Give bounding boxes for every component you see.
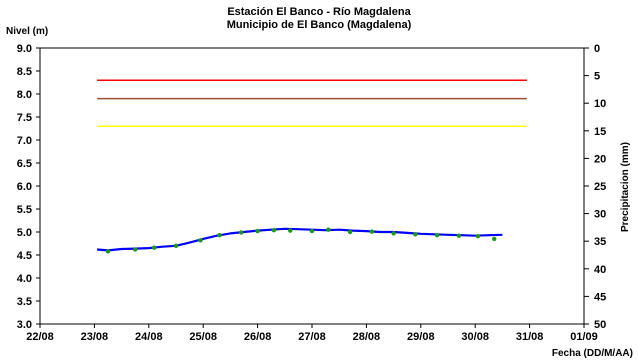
y-tick-label-1: 3.5: [17, 296, 32, 308]
level-point-2: [152, 245, 157, 250]
x-tick-label-2: 24/08: [135, 331, 163, 343]
x-tick-label-9: 31/08: [516, 331, 544, 343]
level-point-19: [492, 236, 497, 242]
x-tick-label-5: 27/08: [298, 331, 326, 343]
level-point-6: [239, 230, 244, 235]
y-tick-label-9: 7.5: [17, 112, 32, 124]
level-point-9: [288, 228, 293, 233]
y-tick-label-0: 3.0: [17, 319, 32, 331]
x-tick-label-8: 30/08: [461, 331, 489, 343]
y-axis-label: Nivel (m): [6, 26, 48, 37]
level-point-4: [198, 238, 203, 243]
y2-axis-label: Precipitacion (mm): [620, 142, 631, 232]
level-point-15: [413, 232, 418, 237]
x-tick-label-1: 23/08: [81, 331, 109, 343]
level-point-8: [271, 227, 277, 233]
y2-tick-label-10: 50: [594, 319, 606, 331]
y-tick-label-11: 8.5: [17, 66, 32, 78]
y2-tick-label-8: 40: [594, 264, 606, 276]
y2-tick-label-2: 10: [594, 98, 606, 110]
x-tick-label-4: 26/08: [244, 331, 272, 343]
chart-title: Estación El Banco - Río Magdalena: [227, 6, 411, 18]
y2-tick-label-0: 0: [594, 43, 600, 55]
level-point-18: [475, 233, 481, 239]
level-point-11: [326, 227, 331, 232]
x-axis-label: Fecha (DD/M/AA): [552, 348, 633, 359]
y2-tick-label-9: 45: [594, 291, 606, 303]
y2-tick-label-4: 20: [594, 153, 606, 165]
level-series-line: [97, 227, 503, 252]
y-tick-label-12: 9.0: [17, 43, 32, 55]
y2-tick-label-1: 5: [594, 71, 600, 83]
x-tick-label-6: 28/08: [353, 331, 381, 343]
level-point-1: [133, 247, 138, 252]
level-point-13: [369, 229, 375, 234]
level-point-0: [105, 249, 111, 254]
chart-subtitle: Municipio de El Banco (Magdalena): [227, 19, 412, 31]
level-point-14: [391, 231, 396, 236]
plot-area: [39, 47, 585, 325]
y2-tick-label-6: 30: [594, 209, 606, 221]
y2-tick-label-3: 15: [594, 126, 606, 138]
level-point-7: [255, 228, 260, 234]
y-tick-label-4: 5.0: [17, 227, 32, 239]
level-point-3: [173, 243, 179, 248]
y-tick-label-8: 7.0: [17, 135, 32, 147]
x-tick-label-10: 01/09: [570, 331, 598, 343]
y-tick-label-2: 4.0: [17, 273, 32, 285]
y-tick-label-3: 4.5: [17, 250, 32, 262]
y-tick-label-7: 6.5: [17, 158, 32, 170]
x-tick-label-3: 25/08: [189, 331, 217, 343]
level-point-12: [347, 229, 353, 235]
level-point-10: [309, 228, 315, 234]
level-point-5: [217, 233, 222, 238]
y2-tick-label-7: 35: [594, 236, 606, 248]
level-point-17: [456, 233, 462, 238]
y-tick-label-6: 6.0: [17, 181, 32, 193]
y2-tick-label-5: 25: [594, 181, 606, 193]
y-tick-label-10: 8.0: [17, 89, 32, 101]
x-tick-label-7: 29/08: [407, 331, 435, 343]
level-point-16: [434, 233, 440, 238]
x-tick-label-0: 22/08: [26, 331, 54, 343]
y-tick-label-5: 5.5: [17, 204, 32, 216]
